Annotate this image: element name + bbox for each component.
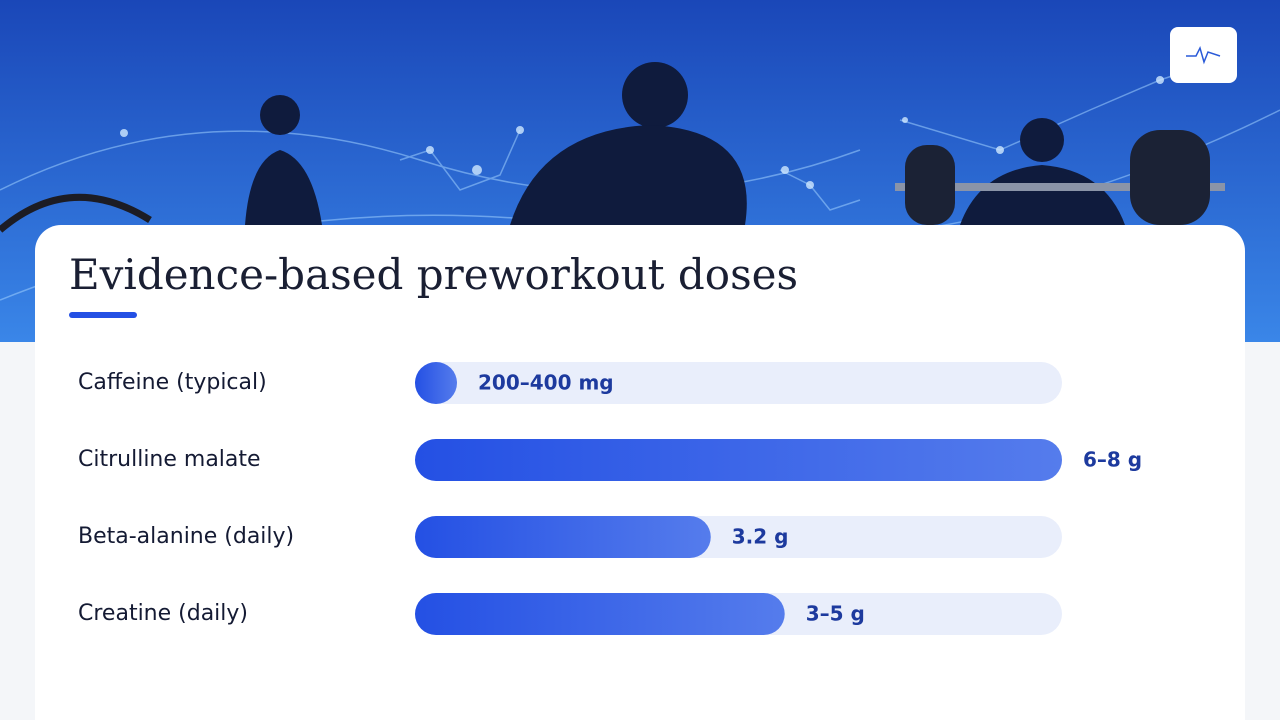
bar-track [415,362,1062,404]
value-label: 3.2 g [732,525,789,549]
value-label: 200–400 mg [478,371,614,395]
logo-badge [1170,27,1237,83]
title-underline [69,312,137,318]
value-label: 3–5 g [806,602,865,626]
logo-mark [1186,45,1221,65]
category-label: Beta-alanine (daily) [78,524,294,549]
bar [415,439,1062,481]
network-dots [120,76,1164,189]
bar-chart: Caffeine (typical) 200–400 mg Citrulline m… [78,362,1142,635]
barbell [895,130,1225,225]
battle-rope [0,193,152,233]
slide-title: Evidence-based preworkout doses [69,250,798,299]
value-label: 6–8 g [1083,448,1142,472]
bar [415,362,457,404]
bar [415,516,711,558]
category-label: Caffeine (typical) [78,370,267,395]
bar [415,593,785,635]
athlete-figures [245,62,1125,225]
category-label: Citrulline malate [78,447,261,472]
category-label: Creatine (daily) [78,601,248,626]
